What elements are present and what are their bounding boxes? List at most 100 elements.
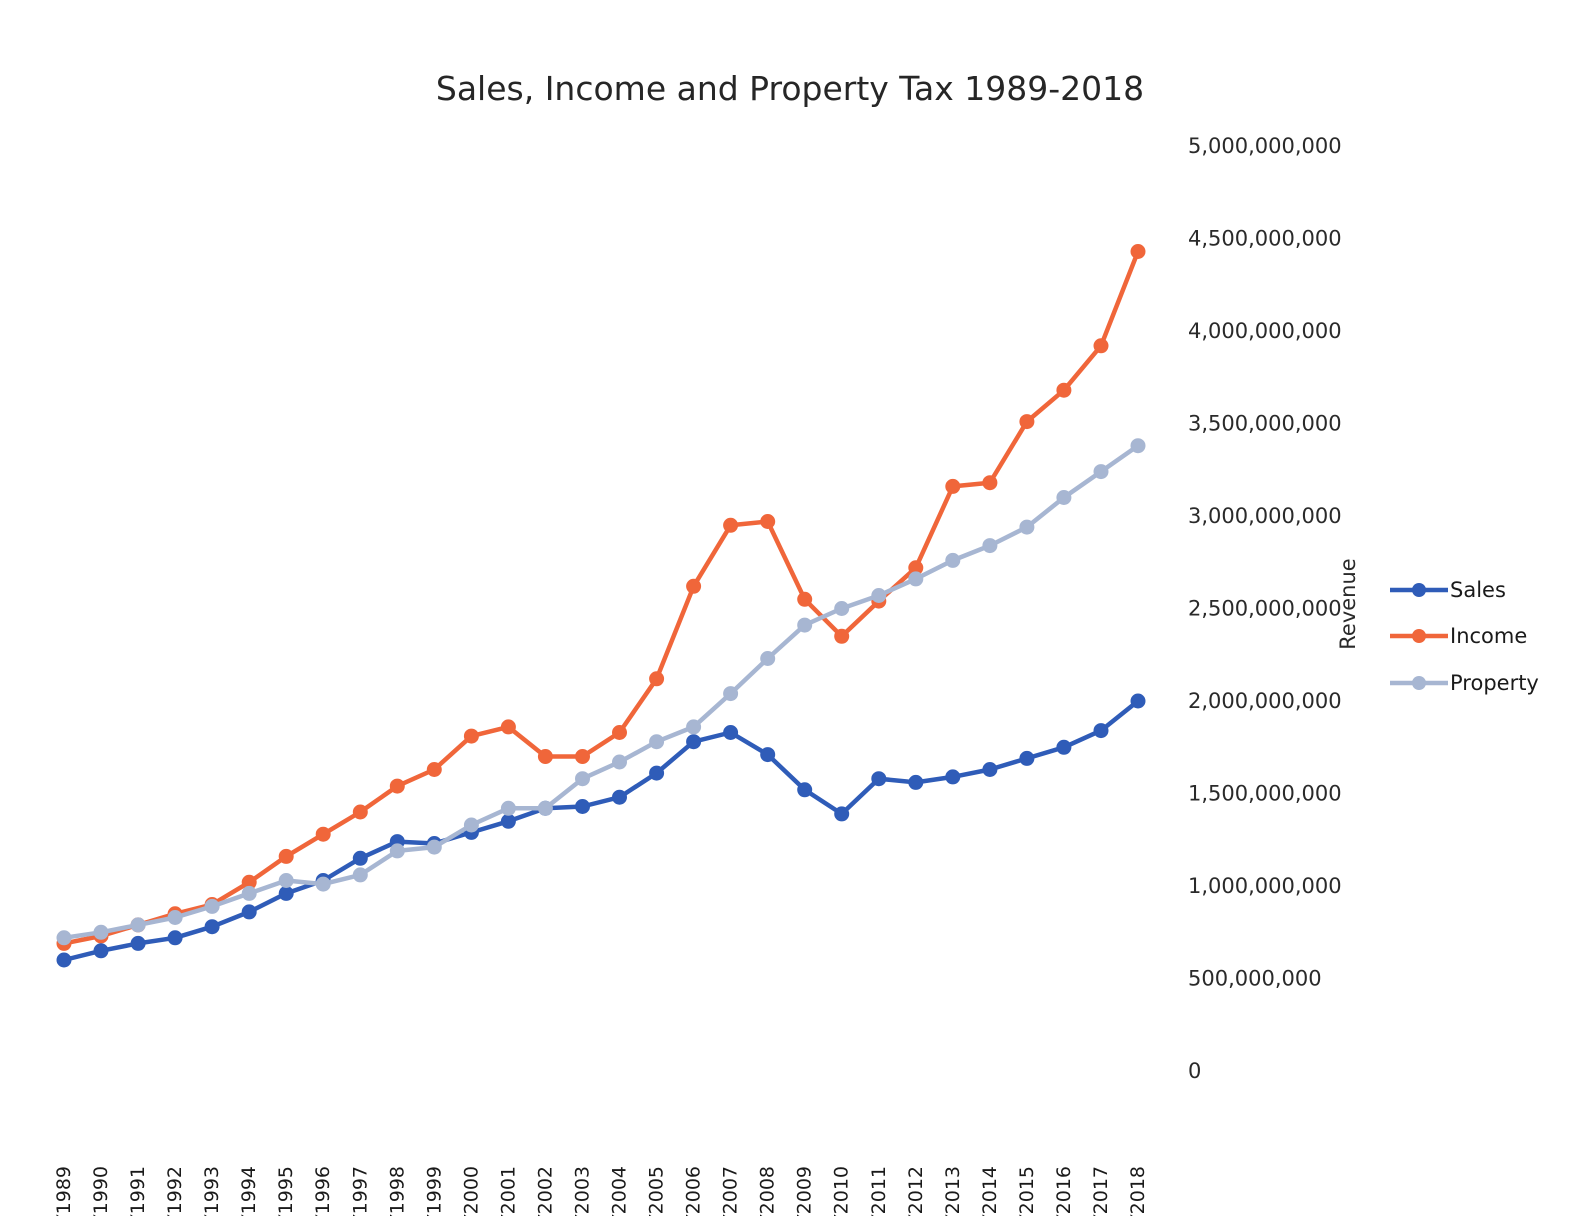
data-point-sales xyxy=(352,850,368,866)
y-tick-label: 500,000,000 xyxy=(1188,967,1322,991)
data-point-property xyxy=(797,617,813,633)
x-tick-label: FY2015 xyxy=(1016,1166,1038,1216)
series-line-property xyxy=(61,443,1141,941)
series-sales xyxy=(56,693,1146,968)
x-tick-label: FY1996 xyxy=(312,1166,334,1216)
data-point-property xyxy=(834,601,850,616)
data-point-property xyxy=(241,885,257,901)
x-tick-label: FY2012 xyxy=(905,1166,927,1216)
data-point-income xyxy=(945,478,961,494)
x-tick-label: FY2008 xyxy=(757,1166,779,1216)
series-income xyxy=(56,244,1146,951)
y-tick-label: 3,500,000,000 xyxy=(1188,412,1342,436)
x-tick-label: FY2007 xyxy=(720,1166,742,1216)
data-point-income xyxy=(834,628,850,644)
series-property xyxy=(56,438,1146,946)
y-tick-label: 1,000,000,000 xyxy=(1188,874,1342,898)
series-group xyxy=(56,244,1146,968)
x-tick-label: FY1999 xyxy=(423,1166,445,1216)
data-point-income xyxy=(649,671,665,687)
series-line-sales xyxy=(61,698,1141,963)
x-tick-label: FY1995 xyxy=(275,1166,297,1216)
data-point-sales xyxy=(908,774,924,790)
legend-item-income: Income xyxy=(1390,624,1527,648)
data-point-sales xyxy=(93,943,109,959)
data-point-sales xyxy=(241,904,257,920)
x-tick-label: FY2006 xyxy=(683,1166,705,1216)
data-point-sales xyxy=(871,771,887,787)
data-point-sales xyxy=(56,952,72,968)
x-tick-label: FY2013 xyxy=(942,1166,964,1216)
data-point-income xyxy=(315,826,331,842)
x-tick-label: FY2005 xyxy=(646,1166,668,1216)
data-point-property xyxy=(389,843,405,859)
data-point-property xyxy=(1093,464,1109,480)
data-point-income xyxy=(278,848,294,864)
data-point-property xyxy=(871,588,887,603)
data-point-income xyxy=(1093,338,1109,354)
y-tick-label: 4,000,000,000 xyxy=(1188,319,1342,343)
x-tick-label: FY2001 xyxy=(497,1166,519,1216)
legend-item-sales: Sales xyxy=(1390,578,1506,602)
data-point-income xyxy=(463,728,479,744)
x-tick-label: FY2017 xyxy=(1090,1166,1112,1216)
data-point-property xyxy=(1019,519,1035,535)
x-tick-label: FY2004 xyxy=(609,1166,631,1216)
data-point-property xyxy=(130,917,146,933)
legend: Sales Income Property xyxy=(1390,578,1539,695)
data-point-sales xyxy=(982,762,998,777)
x-tick-label: FY2000 xyxy=(460,1166,482,1216)
data-point-income xyxy=(797,591,813,607)
legend-marker-property xyxy=(1412,676,1426,690)
data-point-income xyxy=(389,778,405,794)
data-point-property xyxy=(686,719,702,735)
legend-label-income: Income xyxy=(1450,624,1527,648)
data-point-income xyxy=(1130,244,1146,259)
data-point-income xyxy=(760,514,776,529)
x-tick-label: FY1991 xyxy=(127,1166,149,1216)
data-point-income xyxy=(426,762,442,777)
data-point-income xyxy=(1056,382,1072,398)
y-tick-label: 3,000,000,000 xyxy=(1188,504,1342,528)
x-tick-label: FY1990 xyxy=(90,1166,112,1216)
legend-label-property: Property xyxy=(1450,671,1539,695)
data-point-sales xyxy=(575,799,590,814)
x-tick-label: FY1989 xyxy=(53,1166,75,1216)
data-point-sales xyxy=(760,747,776,763)
x-tick-label: FY1992 xyxy=(164,1166,186,1216)
x-tick-label: FY2003 xyxy=(571,1166,593,1216)
legend-marker-sales xyxy=(1412,583,1426,597)
data-point-property xyxy=(93,924,109,940)
data-point-property xyxy=(56,930,72,946)
data-point-sales xyxy=(130,935,146,951)
data-point-property xyxy=(278,873,294,888)
data-point-sales xyxy=(167,930,183,946)
data-point-sales xyxy=(1019,750,1035,766)
data-point-sales xyxy=(500,813,516,829)
data-point-property xyxy=(760,651,776,666)
data-point-sales xyxy=(797,782,813,798)
data-point-income xyxy=(537,749,553,764)
data-point-property xyxy=(1056,490,1072,505)
x-tick-label: FY2018 xyxy=(1127,1166,1149,1216)
legend-label-sales: Sales xyxy=(1450,578,1506,602)
data-point-income xyxy=(982,475,998,491)
data-point-income xyxy=(686,578,702,594)
data-point-property xyxy=(1130,438,1146,454)
x-tick-label: FY2010 xyxy=(831,1166,853,1216)
data-point-property xyxy=(167,910,183,925)
data-point-property xyxy=(982,538,998,554)
legend-item-property: Property xyxy=(1390,671,1539,695)
data-point-sales xyxy=(1056,739,1072,755)
y-tick-label: 2,500,000,000 xyxy=(1188,597,1342,621)
x-axis-ticks: FY1989 FY1990 FY1991 FY1992 FY1993 FY1994 FY19… xyxy=(53,1166,1149,1216)
data-point-property xyxy=(649,734,665,750)
y-tick-label: 5,000,000,000 xyxy=(1188,134,1342,158)
data-point-property xyxy=(575,771,590,787)
data-point-property xyxy=(723,686,739,702)
data-point-income xyxy=(612,725,627,740)
data-point-property xyxy=(315,876,331,892)
data-point-sales xyxy=(1130,693,1146,709)
data-point-property xyxy=(204,898,220,914)
